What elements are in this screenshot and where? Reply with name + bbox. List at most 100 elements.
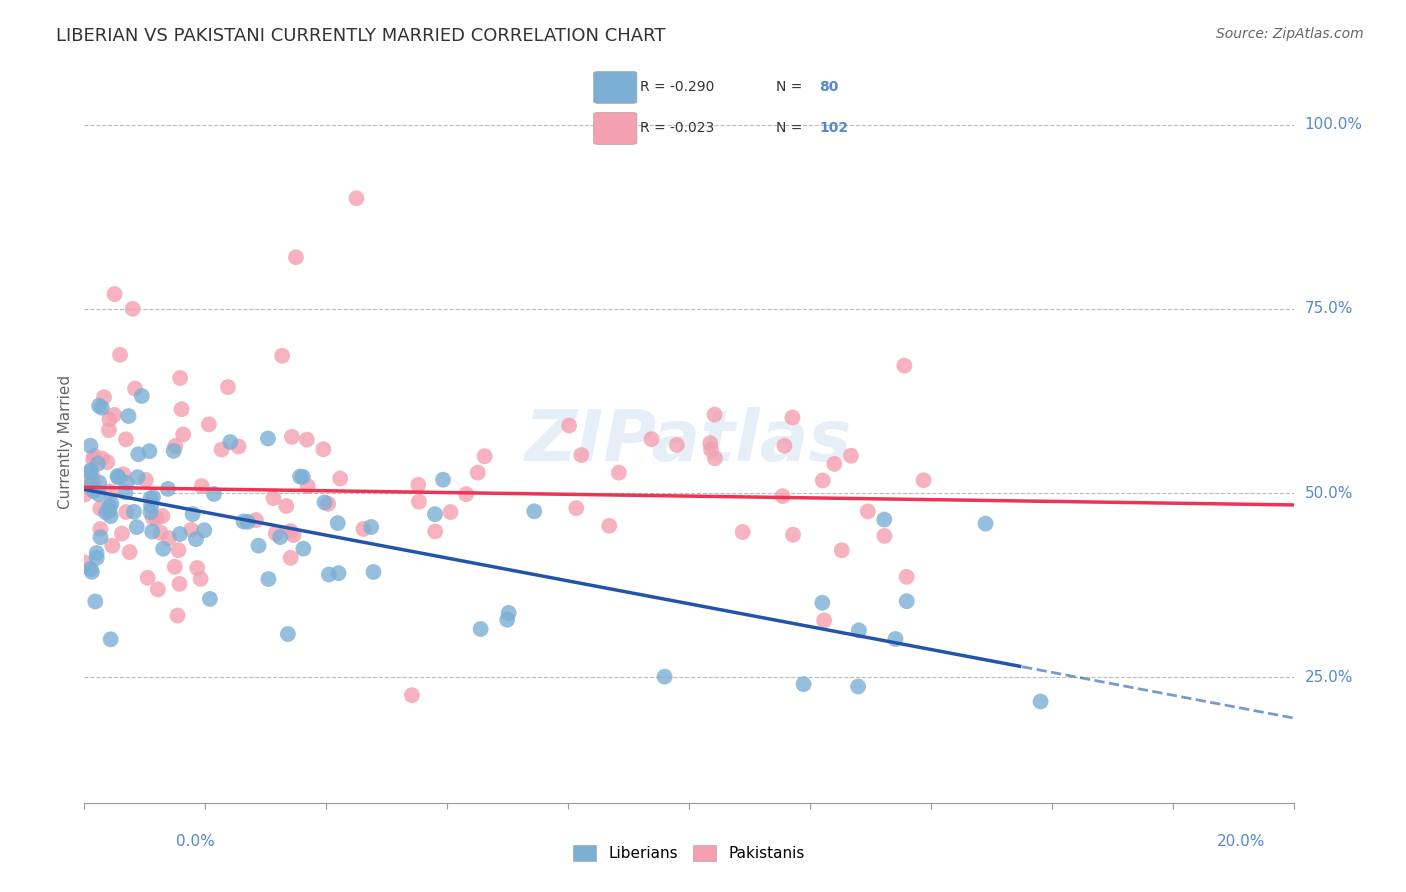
Point [75, 487, 97, 501]
Point [198, 417, 221, 432]
Point [165, 439, 187, 453]
Point [408, 494, 430, 508]
Text: 80: 80 [820, 80, 839, 95]
Point [839, 449, 862, 463]
Point [236, 515, 259, 529]
Point [169, 577, 191, 591]
Point [262, 491, 284, 505]
Point [640, 432, 662, 446]
Point [100, 496, 122, 510]
FancyBboxPatch shape [593, 112, 637, 145]
Point [117, 409, 139, 423]
Point [98, 500, 121, 514]
Point [423, 507, 446, 521]
Point [773, 439, 796, 453]
Text: R = -0.290: R = -0.290 [640, 80, 714, 95]
Point [318, 567, 340, 582]
Point [79, 478, 101, 492]
Point [193, 523, 215, 537]
Point [142, 491, 165, 505]
Point [101, 539, 124, 553]
Point [329, 471, 352, 485]
Text: LIBERIAN VS PAKISTANI CURRENTLY MARRIED CORRELATION CHART: LIBERIAN VS PAKISTANI CURRENTLY MARRIED … [56, 27, 665, 45]
Text: 20.0%: 20.0% [1218, 834, 1265, 849]
Point [169, 371, 191, 385]
Point [108, 348, 131, 362]
Point [496, 613, 519, 627]
Text: Source: ZipAtlas.com: Source: ZipAtlas.com [1216, 27, 1364, 41]
Point [169, 527, 191, 541]
Point [467, 466, 489, 480]
Point [115, 475, 138, 490]
Point [470, 622, 492, 636]
Point [150, 508, 173, 523]
Point [96, 455, 118, 469]
Point [353, 522, 375, 536]
Point [163, 559, 186, 574]
Point [432, 473, 454, 487]
Point [184, 532, 207, 546]
Point [186, 561, 208, 575]
Point [90, 401, 112, 415]
Point [127, 470, 149, 484]
Point [401, 688, 423, 702]
Point [83, 449, 105, 463]
Point [813, 614, 835, 628]
Point [498, 606, 520, 620]
Point [297, 479, 319, 493]
Point [700, 442, 723, 457]
Point [831, 543, 853, 558]
Point [699, 436, 721, 450]
Point [172, 427, 194, 442]
Point [654, 670, 676, 684]
Point [202, 487, 225, 501]
Point [82, 476, 104, 491]
Point [454, 487, 477, 501]
Text: R = -0.023: R = -0.023 [640, 121, 714, 136]
Point [86, 550, 108, 565]
Point [163, 443, 186, 458]
Point [328, 566, 350, 581]
Point [314, 495, 336, 509]
Point [217, 380, 239, 394]
Point [782, 527, 804, 541]
Point [280, 524, 302, 538]
Point [793, 677, 815, 691]
Point [406, 477, 429, 491]
Text: 25.0%: 25.0% [1305, 670, 1353, 685]
Point [76, 480, 98, 494]
Text: N =: N = [776, 121, 807, 136]
Point [598, 518, 620, 533]
Point [89, 475, 111, 490]
Legend: Liberians, Pakistanis: Liberians, Pakistanis [567, 839, 811, 867]
Point [89, 530, 111, 544]
Point [131, 389, 153, 403]
Point [100, 509, 122, 524]
Point [271, 349, 294, 363]
Point [79, 439, 101, 453]
Point [257, 572, 280, 586]
Point [87, 487, 110, 501]
Point [79, 466, 101, 480]
Point [166, 608, 188, 623]
Point [84, 594, 107, 608]
Point [190, 572, 212, 586]
Point [523, 504, 546, 518]
Point [100, 632, 122, 647]
Point [87, 457, 110, 471]
Point [98, 504, 121, 518]
Point [121, 301, 143, 316]
Point [136, 571, 159, 585]
Point [703, 408, 725, 422]
Point [127, 447, 149, 461]
Point [80, 565, 103, 579]
Point [316, 497, 339, 511]
Point [288, 469, 311, 483]
Text: 100.0%: 100.0% [1305, 117, 1362, 132]
Point [439, 505, 461, 519]
Point [257, 432, 280, 446]
Point [83, 483, 105, 498]
Point [97, 423, 120, 437]
Text: 0.0%: 0.0% [176, 834, 215, 849]
Point [93, 390, 115, 404]
